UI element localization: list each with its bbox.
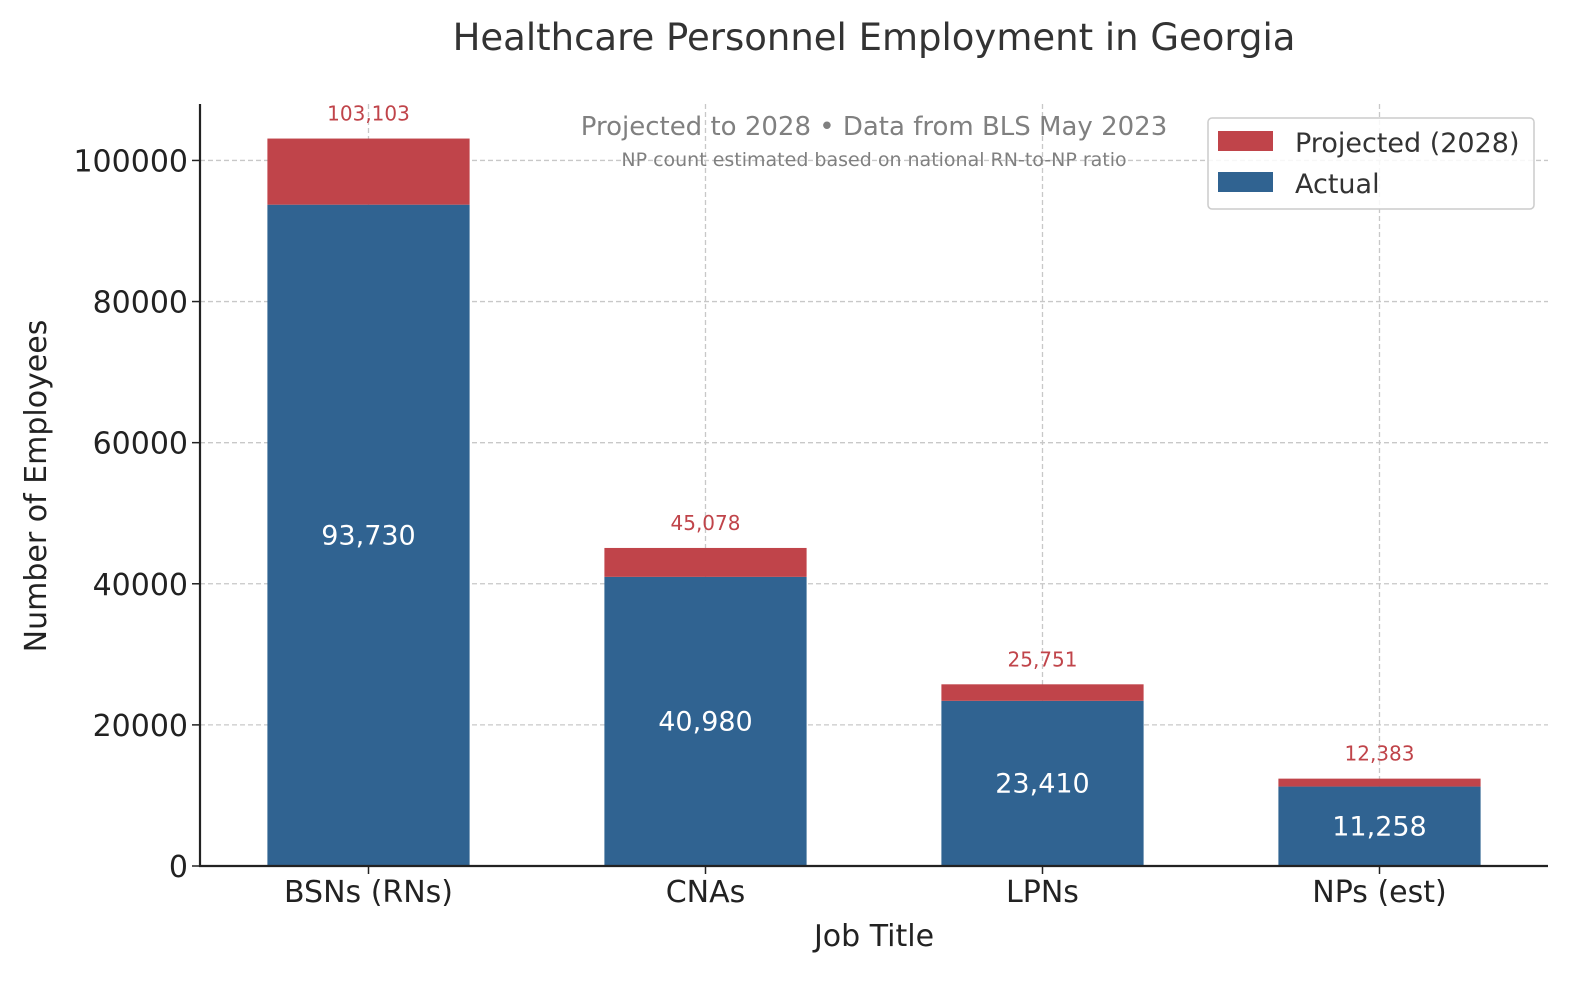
- bar-projected: [604, 547, 807, 577]
- bar-actual: [941, 700, 1144, 866]
- bar-label-actual: 11,258: [1332, 811, 1426, 842]
- chart-title: Healthcare Personnel Employment in Georg…: [453, 16, 1296, 59]
- y-tick-label: 100000: [73, 144, 188, 179]
- y-tick-label: 0: [169, 850, 188, 885]
- bar-projected: [267, 138, 470, 205]
- axes-layer: 0 20000 40000 60000 80000 100000 BSNs (RNs) CNA…: [73, 104, 1548, 910]
- bar-actual: [1278, 786, 1481, 866]
- y-tick-label: 20000: [93, 709, 188, 744]
- legend-frame: [1207, 117, 1535, 210]
- bar-label-projected: 25,751: [1008, 647, 1078, 671]
- bar-label-actual: 23,410: [995, 768, 1089, 799]
- bar-label-projected: 103,103: [327, 102, 410, 126]
- y-tick-label: 40000: [93, 568, 188, 603]
- bar-label-actual: 93,730: [321, 520, 415, 551]
- chart-note: NP count estimated based on national RN-…: [621, 149, 1126, 171]
- x-tick-label: BSNs (RNs): [284, 875, 453, 910]
- bar-projected: [941, 684, 1144, 701]
- bar-projected: [1278, 778, 1481, 787]
- bar-label-actual: 40,980: [658, 706, 752, 737]
- x-tick-label: CNAs: [666, 875, 746, 910]
- x-tick-label: LPNs: [1006, 875, 1079, 910]
- x-axis-label: Job Title: [812, 919, 934, 954]
- bar-actual: [267, 204, 470, 866]
- legend-label-projected: Projected (2028): [1295, 128, 1520, 159]
- legend-swatch-actual: [1218, 172, 1273, 192]
- labels-layer: 93,730 103,103 40,980 45,078 23,410 25,751 11,…: [321, 102, 1426, 843]
- x-tick-label: NPs (est): [1312, 875, 1446, 910]
- y-tick-label: 80000: [93, 286, 188, 321]
- legend-swatch-projected: [1218, 131, 1273, 151]
- legend-label-actual: Actual: [1295, 169, 1380, 200]
- bars-layer: [267, 138, 1481, 866]
- bar-actual: [604, 576, 807, 866]
- bar-label-projected: 45,078: [671, 511, 741, 535]
- chart-subtitle: Projected to 2028 • Data from BLS May 20…: [581, 112, 1168, 142]
- bar-label-projected: 12,383: [1345, 742, 1415, 766]
- y-axis-label: Number of Employees: [19, 320, 54, 653]
- legend: Projected (2028) Actual: [1207, 117, 1535, 210]
- y-tick-label: 60000: [93, 427, 188, 462]
